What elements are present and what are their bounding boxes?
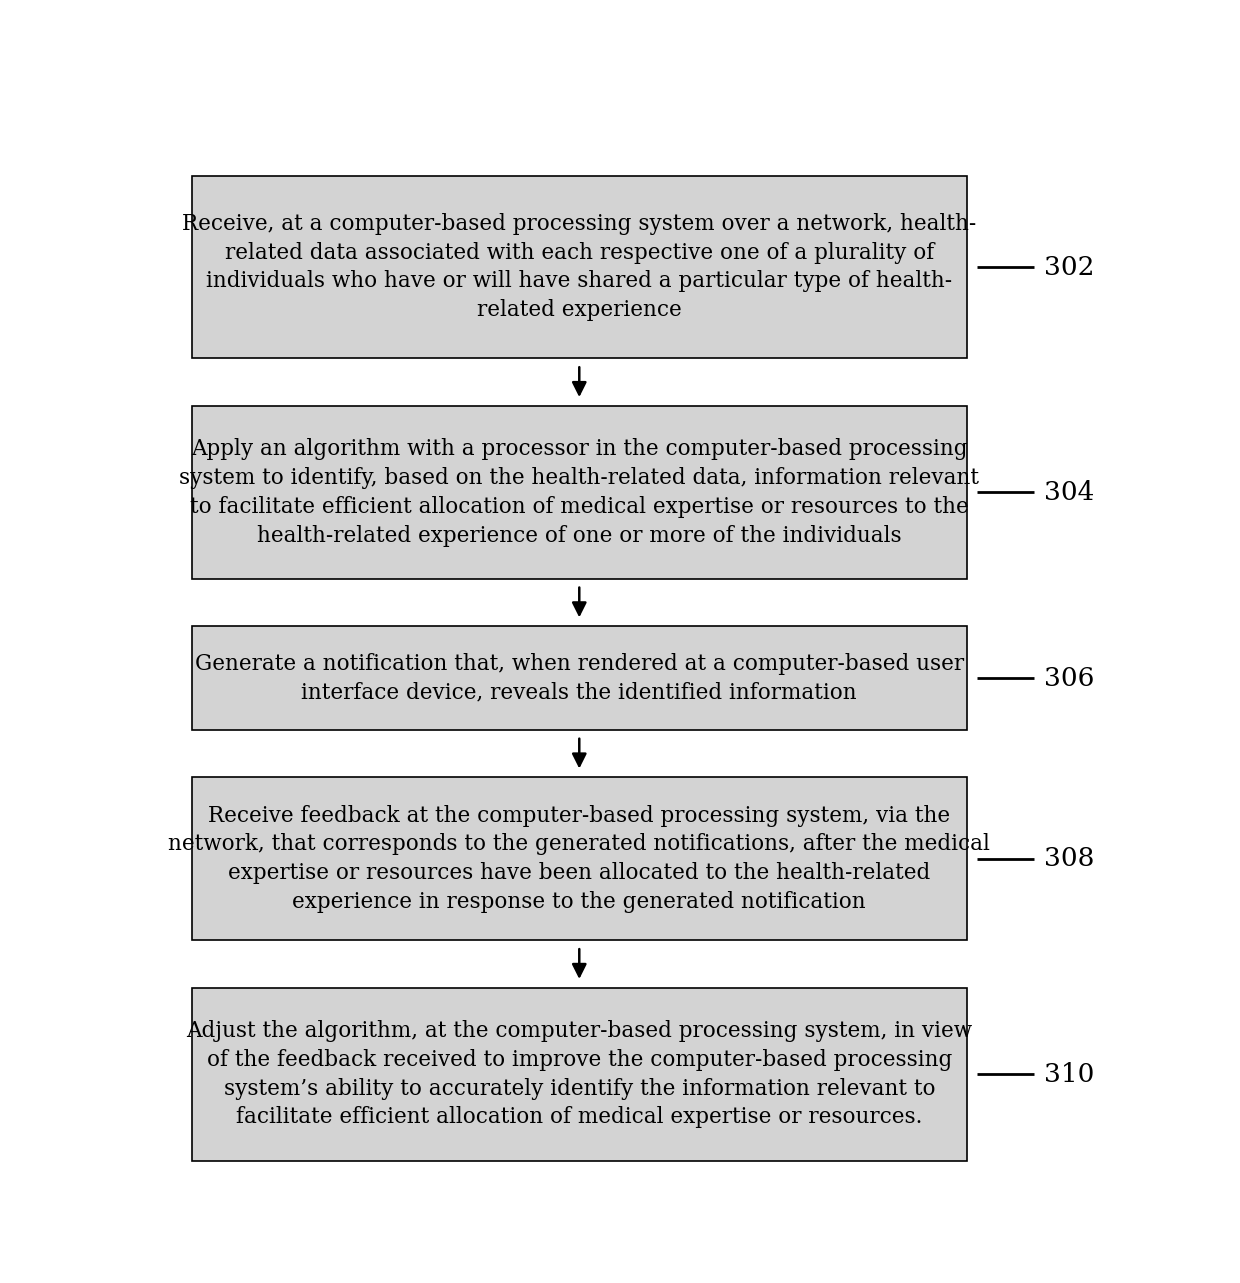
Text: 304: 304 (1044, 480, 1095, 504)
Text: 306: 306 (1044, 666, 1095, 690)
FancyBboxPatch shape (191, 405, 967, 579)
Text: 310: 310 (1044, 1062, 1095, 1087)
Text: Receive, at a computer-based processing system over a network, health-
related d: Receive, at a computer-based processing … (182, 213, 976, 321)
Text: Apply an algorithm with a processor in the computer-based processing
system to i: Apply an algorithm with a processor in t… (180, 438, 980, 547)
Text: Generate a notification that, when rendered at a computer-based user
interface d: Generate a notification that, when rende… (195, 653, 963, 703)
FancyBboxPatch shape (191, 176, 967, 358)
Text: 302: 302 (1044, 254, 1095, 280)
Text: 308: 308 (1044, 847, 1095, 871)
FancyBboxPatch shape (191, 988, 967, 1161)
Text: Adjust the algorithm, at the computer-based processing system, in view
of the fe: Adjust the algorithm, at the computer-ba… (186, 1020, 972, 1128)
Text: Receive feedback at the computer-based processing system, via the
network, that : Receive feedback at the computer-based p… (169, 804, 991, 913)
FancyBboxPatch shape (191, 777, 967, 940)
FancyBboxPatch shape (191, 626, 967, 730)
